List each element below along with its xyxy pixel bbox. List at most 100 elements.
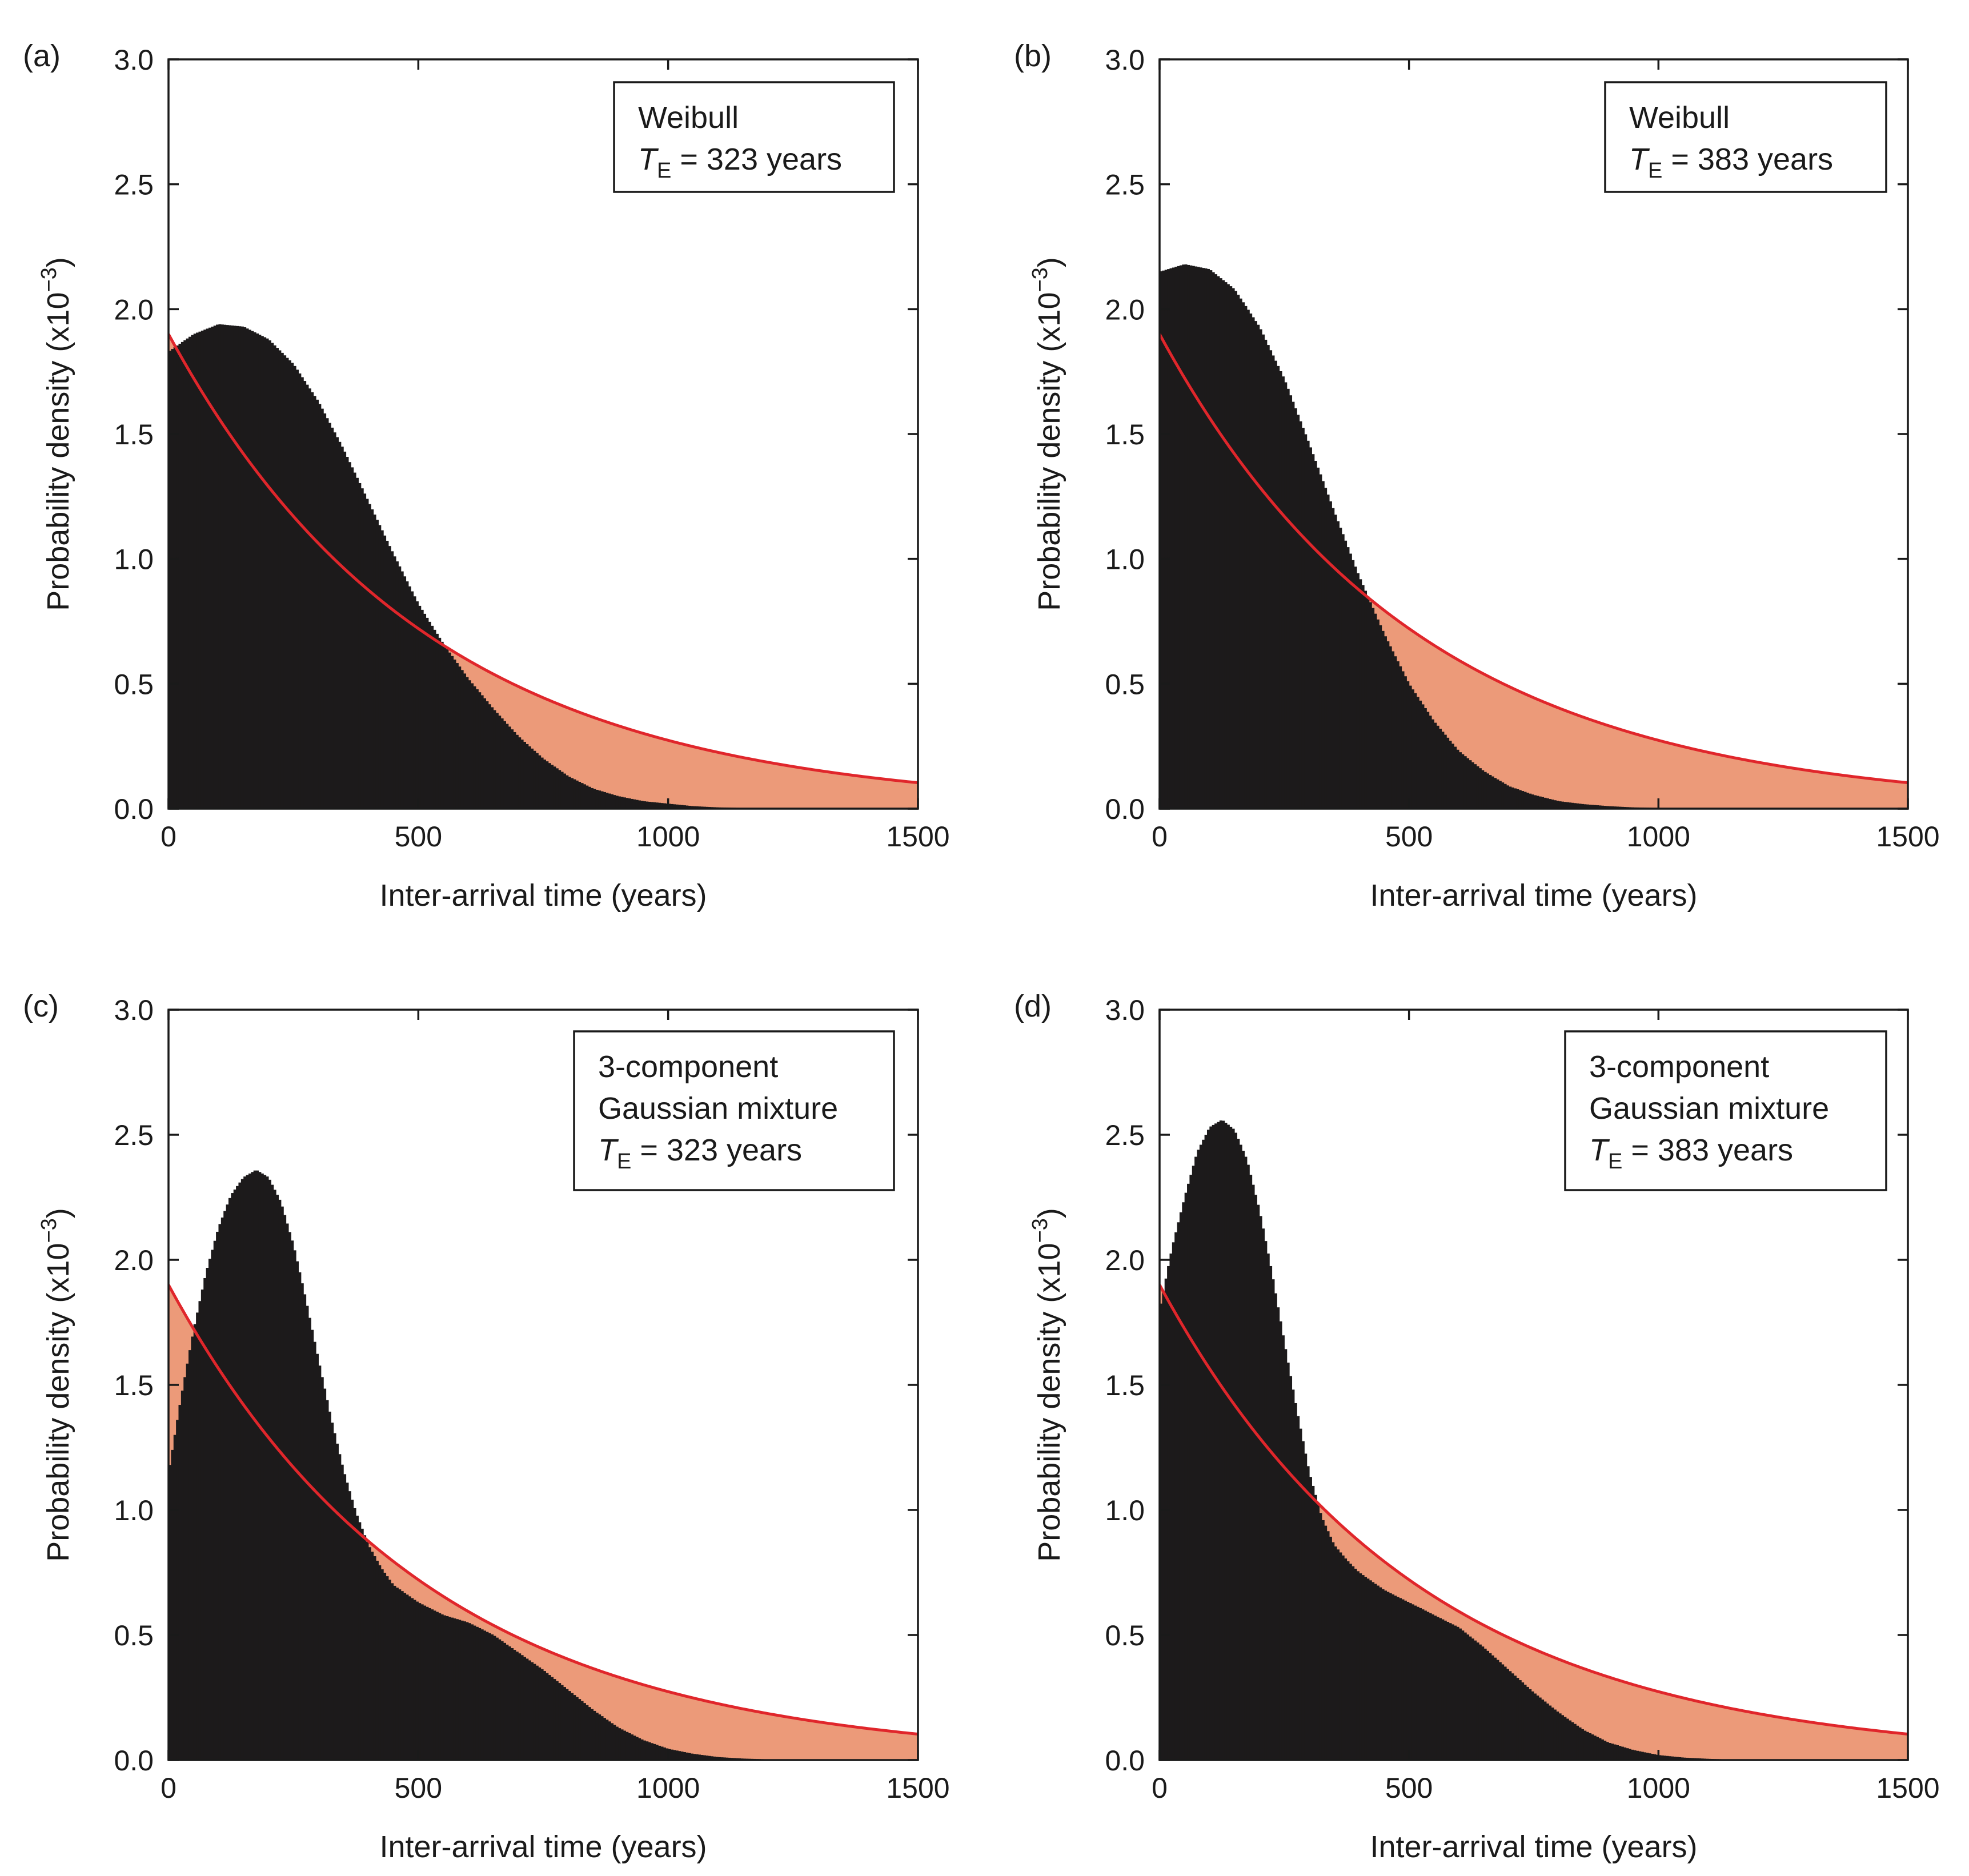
histogram-bar xyxy=(415,601,419,809)
histogram-bar xyxy=(578,1699,582,1760)
legend-box xyxy=(573,1030,895,1191)
histogram-bar xyxy=(1379,625,1382,809)
histogram-bar xyxy=(1531,1691,1534,1760)
histogram-bar xyxy=(336,437,339,809)
histogram-bar xyxy=(373,1556,376,1760)
legend-te-text: TE = 323 years xyxy=(598,1133,802,1174)
histogram-bar xyxy=(300,1283,304,1760)
histogram-bar xyxy=(1416,1606,1419,1760)
histogram-bar xyxy=(408,586,411,809)
histogram-bar xyxy=(1332,1542,1335,1760)
histogram-bar xyxy=(1334,515,1337,809)
histogram-bar xyxy=(1636,1750,1639,1760)
histogram-bar xyxy=(591,1709,594,1760)
histogram-bar xyxy=(1372,1582,1375,1760)
histogram-bar xyxy=(548,763,551,809)
histogram-bar xyxy=(668,804,671,809)
histogram-bar xyxy=(1277,1307,1280,1760)
histogram-bar xyxy=(1591,805,1594,809)
histogram-bar xyxy=(1469,1636,1472,1760)
histogram-bar xyxy=(411,1598,414,1760)
histogram-bar xyxy=(1366,1578,1370,1760)
histogram-bar xyxy=(500,1641,504,1760)
histogram-bar xyxy=(1319,474,1322,809)
histogram-bar xyxy=(288,360,291,809)
histogram-bar xyxy=(571,1693,574,1760)
legend-te-text: TE = 383 years xyxy=(1589,1133,1793,1174)
histogram-bar xyxy=(448,652,451,809)
histogram-bar xyxy=(1297,415,1300,809)
histogram-bar xyxy=(1478,1644,1482,1760)
histogram-bar xyxy=(320,1377,324,1760)
histogram-bar xyxy=(1419,1608,1422,1760)
histogram-bar xyxy=(286,1223,289,1760)
histogram-bar xyxy=(1301,428,1305,809)
histogram-bar xyxy=(523,742,526,809)
histogram-bar xyxy=(453,659,456,809)
histogram-bar xyxy=(455,663,459,809)
y-tick-label: 0.5 xyxy=(1105,1620,1145,1652)
histogram-bar xyxy=(423,1605,427,1760)
histogram-bar xyxy=(208,1259,211,1760)
histogram-bar xyxy=(491,1634,494,1760)
histogram-bar xyxy=(1222,280,1225,809)
histogram-bar xyxy=(1266,345,1270,809)
histogram-bar xyxy=(216,324,219,809)
histogram-bar xyxy=(1511,1673,1514,1760)
histogram-bar xyxy=(216,1231,219,1760)
histogram-bar xyxy=(178,343,182,809)
histogram-bar xyxy=(303,1294,307,1760)
histogram-bar xyxy=(260,336,264,809)
histogram-bar xyxy=(1531,794,1534,809)
histogram-bar xyxy=(1451,744,1454,809)
histogram-bar xyxy=(1469,760,1472,809)
histogram-bar xyxy=(181,342,184,809)
histogram-bar xyxy=(378,525,382,809)
histogram-bar xyxy=(228,1198,231,1760)
histogram-bar xyxy=(643,801,646,809)
histogram-bar xyxy=(1162,270,1165,809)
histogram-bar xyxy=(558,770,562,809)
histogram-bar xyxy=(620,1729,624,1760)
histogram-bar xyxy=(1352,1566,1355,1760)
chart-panel-c: 0 500 1000 1500 0.0 0.5 1.0 1.5 2.0 2.5 3.0 Inter-a… xyxy=(23,989,950,1864)
histogram-bar xyxy=(1491,1655,1494,1760)
histogram-bar xyxy=(1481,770,1485,809)
histogram-bar xyxy=(595,1713,599,1760)
histogram-bar xyxy=(1217,276,1220,809)
histogram-bar xyxy=(1569,802,1572,809)
histogram-bar xyxy=(293,365,296,809)
histogram-bar xyxy=(1272,1279,1275,1760)
histogram-bar xyxy=(413,596,416,809)
histogram-bar xyxy=(1581,804,1584,809)
histogram-bar xyxy=(1461,1630,1465,1760)
histogram-bar xyxy=(1538,1697,1542,1760)
histogram-bar xyxy=(1496,1660,1499,1760)
legend-text: 3-component xyxy=(1589,1050,1769,1084)
histogram-bar xyxy=(683,1752,686,1760)
histogram-bar xyxy=(546,1673,549,1760)
histogram-bar xyxy=(188,336,191,809)
histogram-bar xyxy=(1401,671,1405,809)
histogram-bar xyxy=(488,1633,491,1760)
histogram-bar xyxy=(256,333,259,809)
histogram-bar xyxy=(540,1669,544,1760)
histogram-bar xyxy=(288,1232,291,1760)
histogram-bar xyxy=(1596,1737,1599,1760)
histogram-bar xyxy=(648,801,651,809)
histogram-bar xyxy=(1364,1577,1368,1760)
histogram-bar xyxy=(1399,1598,1402,1760)
histogram-bar xyxy=(1246,1164,1250,1760)
histogram-bar xyxy=(348,1491,351,1760)
x-tick-label: 0 xyxy=(161,821,177,853)
histogram-bar xyxy=(1609,1743,1611,1760)
y-tick-label: 3.0 xyxy=(1105,994,1145,1026)
histogram-bar xyxy=(1454,746,1457,809)
histogram-bar xyxy=(1369,602,1372,809)
histogram-bar xyxy=(1538,796,1542,809)
histogram-bar xyxy=(1356,573,1360,809)
histogram-bar xyxy=(678,805,681,809)
histogram-bar xyxy=(1234,291,1237,809)
y-tick-label: 3.0 xyxy=(114,994,154,1026)
